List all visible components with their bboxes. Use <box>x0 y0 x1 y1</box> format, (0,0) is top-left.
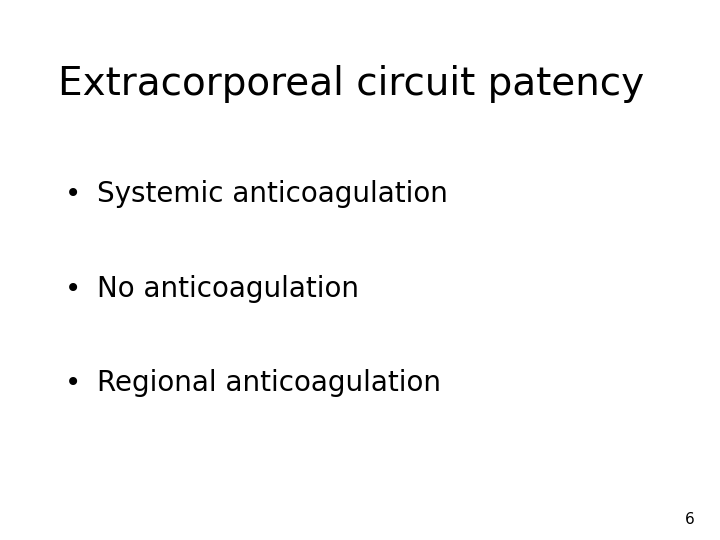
Text: Regional anticoagulation: Regional anticoagulation <box>97 369 441 397</box>
Text: •: • <box>65 369 81 397</box>
Text: •: • <box>65 180 81 208</box>
Text: Systemic anticoagulation: Systemic anticoagulation <box>97 180 448 208</box>
Text: 6: 6 <box>685 511 695 526</box>
Text: •: • <box>65 275 81 303</box>
Text: No anticoagulation: No anticoagulation <box>97 275 359 303</box>
Text: Extracorporeal circuit patency: Extracorporeal circuit patency <box>58 65 644 103</box>
